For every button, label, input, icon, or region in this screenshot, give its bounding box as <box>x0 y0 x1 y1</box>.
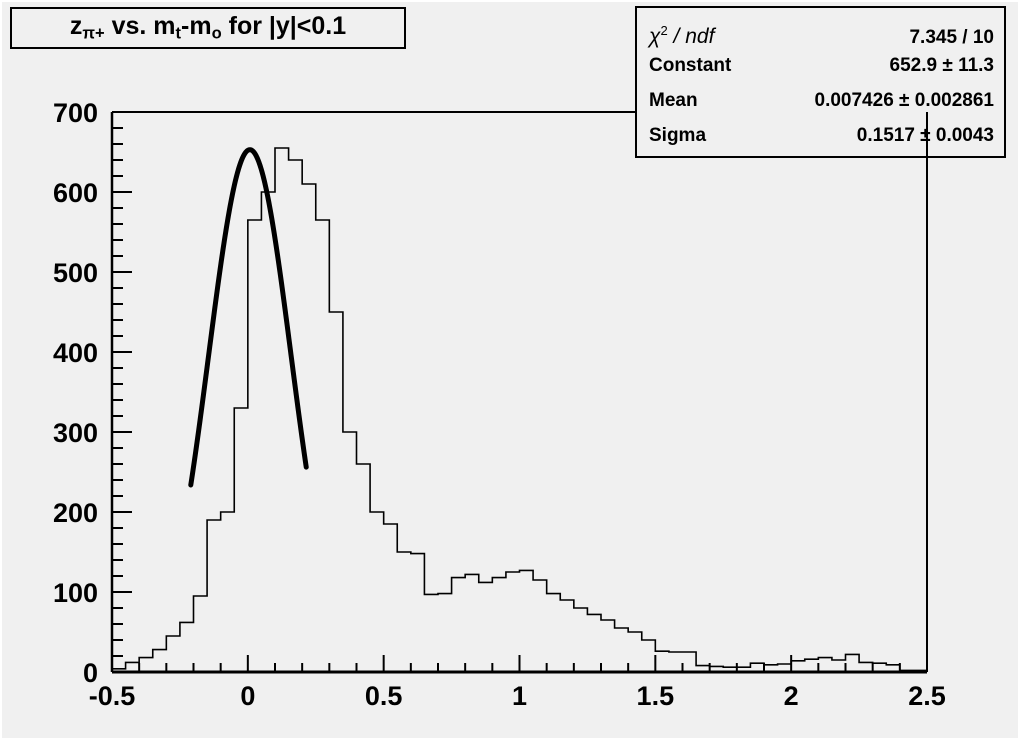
histogram-steps <box>111 147 928 672</box>
y-tick-label: 500 <box>53 258 98 288</box>
x-axis-ticks <box>111 655 928 672</box>
fit-curve-line <box>188 147 309 488</box>
chi-exponent: 2 <box>660 23 668 38</box>
y-tick-label: 200 <box>53 498 98 528</box>
y-tick-label: 100 <box>53 578 98 608</box>
title-subscript: o <box>211 24 222 43</box>
stat-value-constant: 652.9 ± 11.3 <box>889 55 994 76</box>
y-tick-label: 400 <box>53 338 98 368</box>
y-tick-label: 600 <box>53 178 98 208</box>
stat-value-chi2: 7.345 / 10 <box>909 27 994 48</box>
x-tick-label: 1.5 <box>637 681 675 711</box>
page-title: zπ+ vs. mt-mo for |y|<0.1 <box>69 12 347 43</box>
stat-row-sigma: Sigma 0.1517 ± 0.0043 <box>649 118 994 153</box>
x-tick-label: -0.5 <box>89 681 136 711</box>
stat-row-chi2: χ2 / ndf 7.345 / 10 <box>649 13 994 48</box>
plot-frame <box>110 111 928 674</box>
histogram-outline <box>111 147 928 672</box>
stat-label-sigma: Sigma <box>649 125 707 146</box>
y-tick-label: 300 <box>53 418 98 448</box>
x-axis-tick-labels: -0.5 0 0.5 1 1.5 2 2.5 <box>89 681 946 711</box>
y-tick-label: 700 <box>53 98 98 128</box>
y-axis-ticks <box>112 111 132 673</box>
x-tick-label: 1 <box>512 681 527 711</box>
fit-stats-box: χ2 / ndf 7.345 / 10 Constant 652.9 ± 11.… <box>635 6 1006 158</box>
stat-value-mean: 0.007426 ± 0.002861 <box>814 90 994 111</box>
title-subscript: π+ <box>82 24 105 43</box>
y-tick-label: 0 <box>83 658 98 688</box>
stat-value-sigma: 0.1517 ± 0.0043 <box>856 125 994 146</box>
title-subscript: t <box>175 24 182 43</box>
x-tick-label: 0 <box>240 681 255 711</box>
stat-label-mean: Mean <box>649 90 698 111</box>
stat-row-mean: Mean 0.007426 ± 0.002861 <box>649 83 994 118</box>
x-tick-label: 2.5 <box>908 681 946 711</box>
stat-row-constant: Constant 652.9 ± 11.3 <box>649 48 994 83</box>
stat-label-constant: Constant <box>649 55 732 76</box>
plot-title-box: zπ+ vs. mt-mo for |y|<0.1 <box>10 7 406 49</box>
y-axis-tick-labels: 0 100 200 300 400 500 600 700 <box>53 98 98 688</box>
stat-label-chi2: χ2 / ndf <box>649 23 715 48</box>
x-tick-label: 2 <box>784 681 799 711</box>
x-tick-label: 0.5 <box>365 681 403 711</box>
gaussian-fit-curve <box>188 147 309 488</box>
